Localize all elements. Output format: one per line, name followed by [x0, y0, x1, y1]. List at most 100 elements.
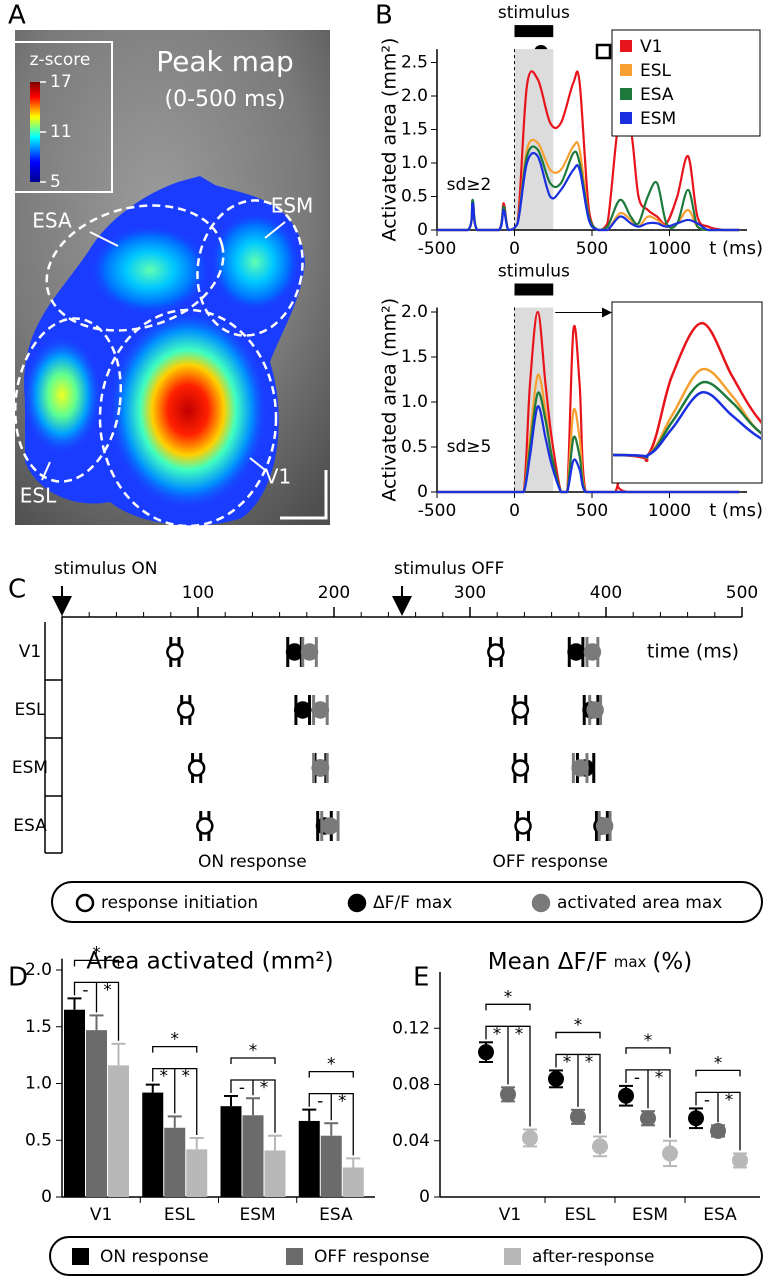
group-label: OFF response — [492, 852, 608, 872]
stimulus-marker-label: stimulus OFF — [394, 559, 504, 579]
x-tick-label: 300 — [454, 583, 486, 603]
time-point — [595, 817, 614, 835]
significance-bracket — [625, 1069, 671, 1138]
y-tick-label: 0.12 — [392, 1018, 430, 1038]
y-tick-label: 0 — [41, 1187, 52, 1207]
y-tick-label: 2.0 — [401, 86, 428, 106]
significance-bracket — [73, 981, 120, 1041]
legend-label: ESM — [640, 109, 676, 129]
row-label: ESM — [12, 758, 48, 778]
scale-bar — [280, 470, 328, 520]
bar — [264, 1150, 286, 1197]
significance-mark: * — [103, 980, 112, 1000]
colorbar-tick-label: 11 — [50, 122, 72, 142]
significance-bracket — [308, 1092, 354, 1156]
significance-mark: * — [493, 1024, 502, 1044]
point — [662, 1145, 678, 1162]
y-axis-label: Activated area (mm²) — [379, 298, 401, 502]
significance-mark: - — [239, 1078, 245, 1098]
y-tick-label: 1.0 — [401, 392, 428, 412]
significance-bracket — [230, 1057, 276, 1064]
panel-label: B — [375, 1, 393, 31]
series-line — [436, 405, 740, 494]
x-tick-label: ESA — [703, 1205, 737, 1225]
y-tick-label: 1.5 — [401, 347, 428, 367]
significance-mark: * — [585, 1052, 594, 1072]
colorbar-label: z-score — [30, 50, 91, 70]
significance-mark: * — [92, 943, 101, 963]
legend-box — [611, 29, 761, 137]
point — [688, 1110, 704, 1127]
significance-bracket — [625, 1047, 671, 1054]
significance-bracket — [152, 1067, 198, 1135]
row-label: ESA — [13, 816, 47, 836]
x-tick-label: 1000 — [648, 501, 691, 521]
panel-label: D — [8, 963, 28, 993]
region-label: ESL — [20, 484, 57, 508]
stimulus-label: stimulus — [498, 262, 570, 282]
x-tick-label: V1 — [90, 1205, 112, 1225]
bar — [108, 1065, 129, 1197]
colorbar-tick-label: 5 — [50, 172, 61, 192]
time-point — [300, 643, 319, 661]
significance-bracket — [308, 1070, 354, 1078]
activation-blob — [108, 310, 268, 510]
time-point — [571, 759, 589, 777]
x-tick-label: 100 — [182, 583, 214, 603]
significance-mark: * — [655, 1068, 664, 1088]
annotation: sd≥5 — [447, 437, 492, 457]
x-tick-label: ESM — [632, 1205, 668, 1225]
y-tick-label: 1.5 — [25, 1017, 52, 1037]
stimulus-marker-label: stimulus ON — [54, 559, 157, 579]
legend-label: response initiation — [101, 893, 258, 913]
bar — [64, 1009, 85, 1197]
y-tick-label: 0.08 — [392, 1075, 430, 1095]
stimulus-bar — [514, 25, 554, 38]
bar — [220, 1106, 242, 1197]
stimulus-bar — [514, 283, 554, 296]
x-tick-label: ESM — [240, 1205, 276, 1225]
point — [618, 1087, 634, 1104]
region-label: V1 — [265, 465, 291, 489]
significance-mark: * — [644, 1031, 653, 1051]
significance-mark: - — [704, 1090, 710, 1110]
legend-box — [51, 881, 763, 923]
time-point — [567, 643, 585, 661]
colorbar — [30, 82, 40, 182]
colorbar-box — [9, 41, 113, 193]
significance-mark: * — [249, 1041, 258, 1061]
significance-bracket — [555, 1053, 601, 1134]
inset-box — [611, 301, 763, 484]
legend-label: ON response — [100, 1247, 209, 1267]
significance-mark: * — [327, 1055, 336, 1075]
x-tick-label: 400 — [590, 583, 622, 603]
legend-label: after-response — [532, 1247, 654, 1267]
y-tick-label: 2.5 — [401, 53, 428, 73]
activation-blob — [22, 335, 102, 455]
row-label: ESL — [14, 700, 46, 720]
legend-swatch — [620, 88, 632, 100]
chart-title-part: max — [614, 953, 647, 971]
time-point — [583, 643, 602, 661]
y-tick-label: 1.0 — [401, 153, 428, 173]
significance-mark: - — [317, 1092, 323, 1112]
significance-mark: - — [634, 1068, 640, 1088]
x-axis-label: t (ms) — [709, 238, 763, 259]
time-point — [196, 817, 214, 835]
y-tick-label: 0.5 — [25, 1130, 52, 1150]
y-tick-label: 0 — [417, 482, 428, 502]
legend-swatch — [286, 1248, 303, 1265]
x-tick-label: V1 — [499, 1205, 521, 1225]
time-point — [166, 643, 184, 661]
significance-bracket — [695, 1069, 741, 1077]
time-point — [177, 701, 195, 719]
x-tick-label: ESL — [164, 1205, 196, 1225]
y-tick-label: 0.5 — [401, 437, 428, 457]
x-tick-label: ESL — [564, 1205, 596, 1225]
time-point — [511, 759, 530, 777]
legend-label: ESA — [640, 85, 674, 105]
panel-label: C — [8, 575, 26, 605]
legend-label: V1 — [640, 37, 662, 57]
point — [732, 1152, 748, 1169]
